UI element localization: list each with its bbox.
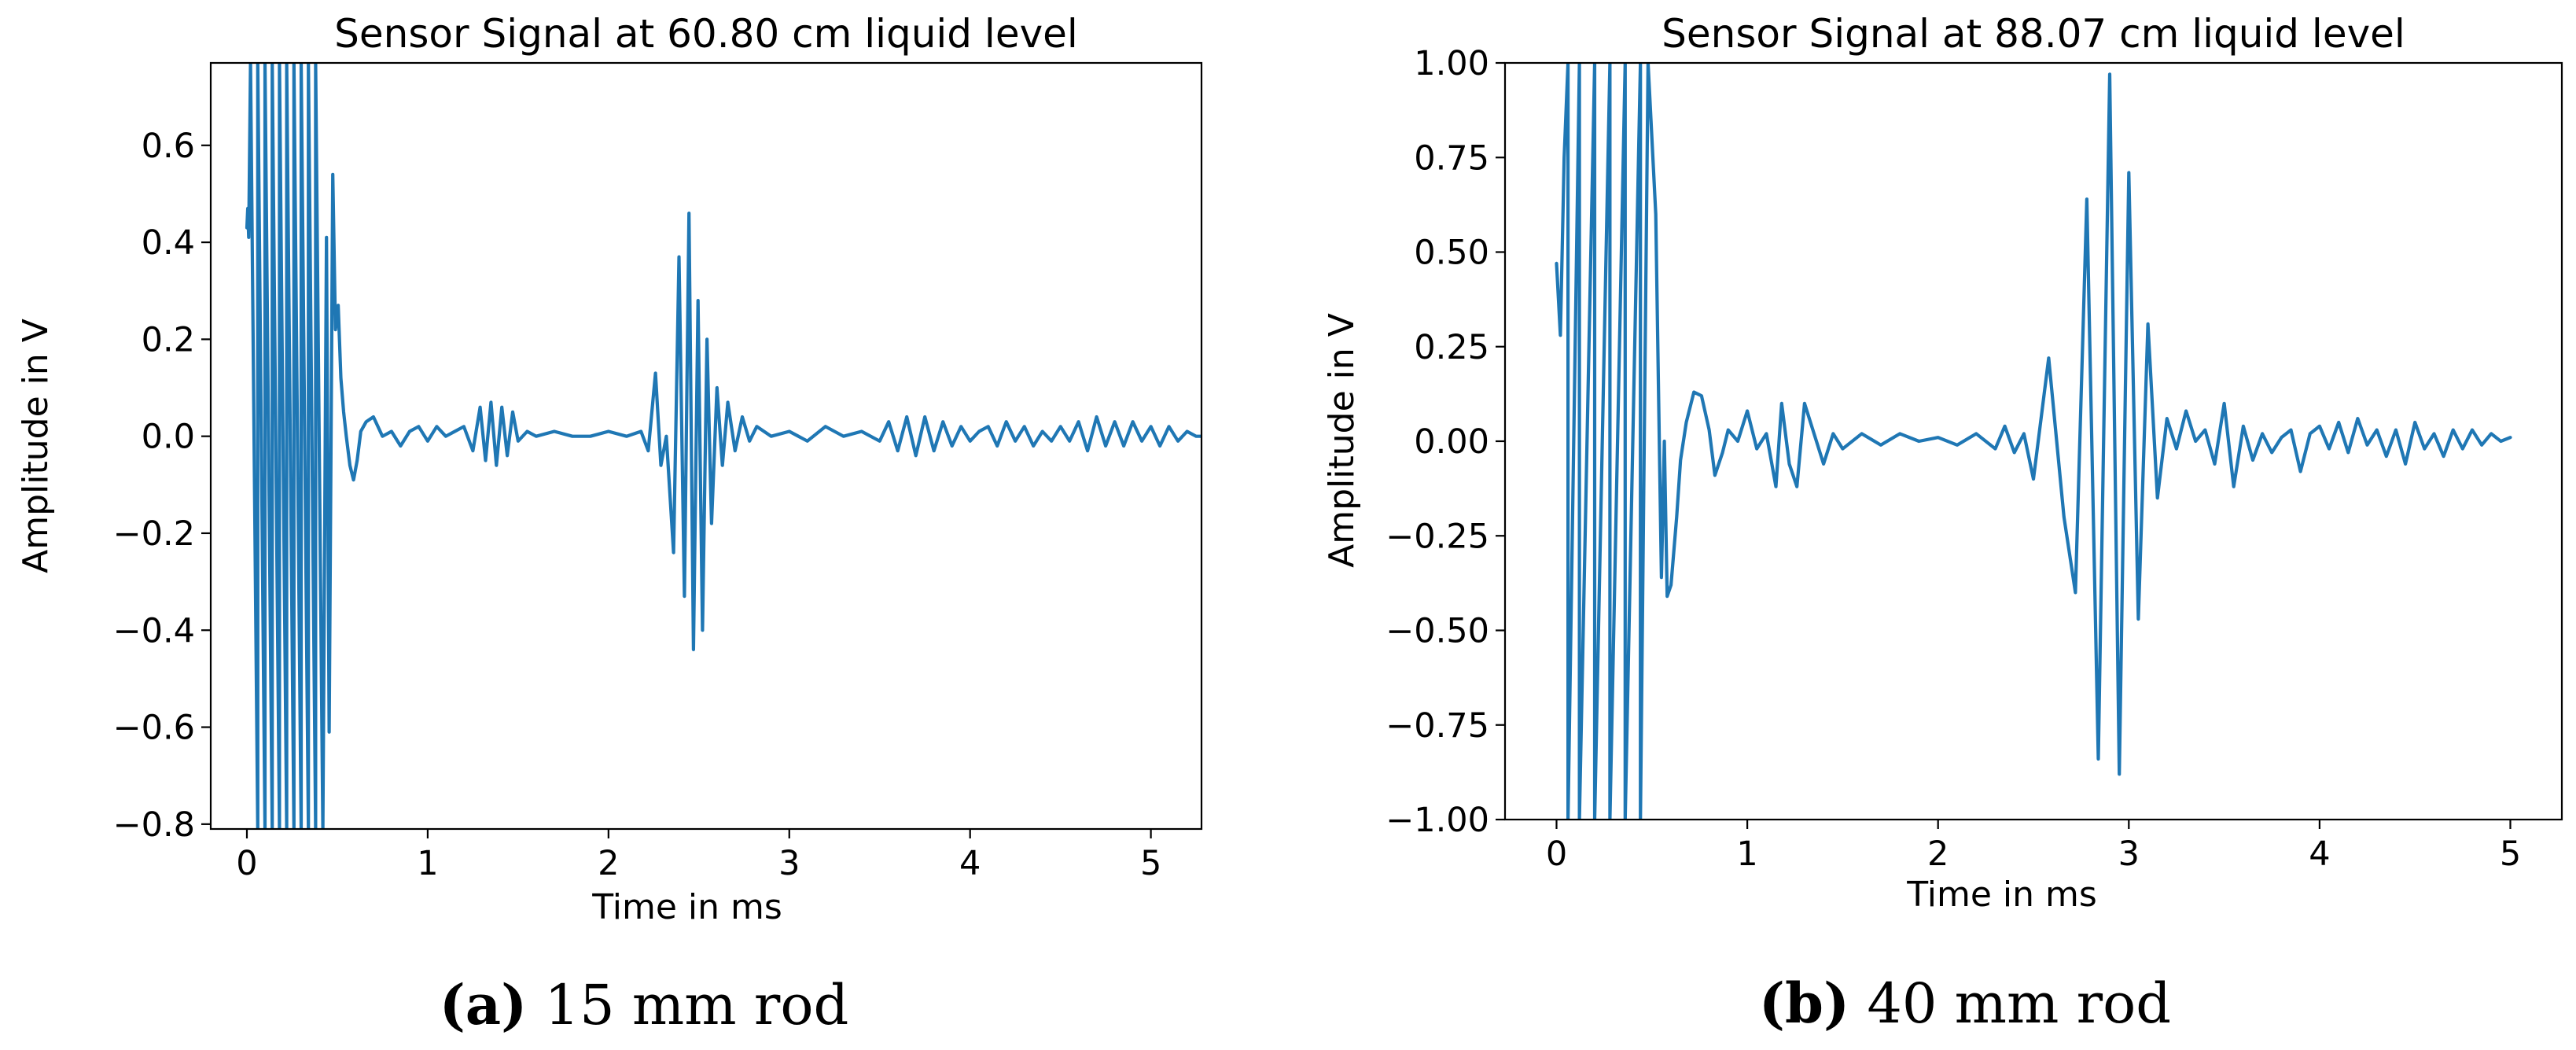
x-tick-label: 0 (236, 844, 257, 883)
y-tick-label: 1.00 (1414, 44, 1489, 83)
signal-line (245, 63, 1202, 829)
y-tick-label: 0.6 (142, 127, 195, 166)
tick-group: 0 1 2 3 4 5 −1.00 −0.75 −0.50 −0.25 0.00 0.25 0.50 0.… (1386, 44, 2521, 874)
caption-letter: (b) (1759, 971, 1849, 1036)
chart-title: Sensor Signal at 60.80 cm liquid level (334, 11, 1078, 57)
x-tick-label: 1 (1736, 834, 1757, 874)
y-tick-label: 0.25 (1414, 328, 1489, 367)
y-tick-label: 0.0 (142, 418, 195, 457)
x-tick-label: 3 (778, 844, 800, 883)
x-tick-label: 3 (2118, 834, 2140, 874)
y-tick-label: 0.00 (1414, 422, 1489, 462)
signal-line (1555, 63, 2512, 820)
y-tick-label: −0.75 (1386, 706, 1489, 746)
x-tick-label: 2 (1927, 834, 1949, 874)
x-axis-label: Time in ms (1906, 875, 2097, 915)
y-tick-label: 0.4 (142, 223, 195, 263)
y-tick-label: −0.25 (1386, 517, 1489, 556)
caption-text: 15 mm rod (527, 973, 848, 1037)
x-tick-label: 2 (598, 844, 619, 883)
y-tick-label: 0.50 (1414, 234, 1489, 273)
plot-frame (1503, 61, 2563, 821)
y-axis-label: Amplitude in V (1322, 313, 1362, 568)
y-tick-label: −1.00 (1386, 801, 1489, 840)
chart-panel-a: Sensor Signal at 60.80 cm liquid level 0… (16, 11, 1203, 1037)
y-tick-label: 0.2 (142, 320, 195, 359)
y-tick-label: 0.75 (1414, 138, 1489, 178)
subfigure-caption-a: (a) 15 mm rod (440, 972, 849, 1037)
chart-panel-b: Sensor Signal at 88.07 cm liquid level 0… (1322, 11, 2563, 1036)
y-axis-label: Amplitude in V (16, 319, 56, 573)
x-tick-label: 5 (1140, 844, 1161, 883)
y-tick-label: −0.4 (113, 611, 195, 650)
y-tick-label: −0.6 (113, 709, 195, 748)
y-tick-label: −0.8 (113, 805, 195, 845)
x-tick-label: 5 (2500, 834, 2521, 874)
plot-frame (209, 61, 1203, 831)
x-tick-label: 1 (417, 844, 438, 883)
y-tick-label: −0.2 (113, 514, 195, 554)
caption-letter: (a) (440, 972, 528, 1037)
subfigure-caption-b: (b) 40 mm rod (1759, 971, 2171, 1036)
x-tick-label: 4 (2309, 834, 2330, 874)
x-tick-label: 0 (1546, 834, 1567, 874)
x-axis-label: Time in ms (591, 887, 782, 927)
x-tick-label: 4 (959, 844, 981, 883)
caption-text: 40 mm rod (1849, 971, 2171, 1036)
tick-group: 0 1 2 3 4 5 −0.8 −0.6 −0.4 −0.2 0.0 0.2 0.4 0.6 (113, 127, 1162, 883)
chart-title: Sensor Signal at 88.07 cm liquid level (1662, 11, 2405, 57)
y-tick-label: −0.50 (1386, 612, 1489, 651)
